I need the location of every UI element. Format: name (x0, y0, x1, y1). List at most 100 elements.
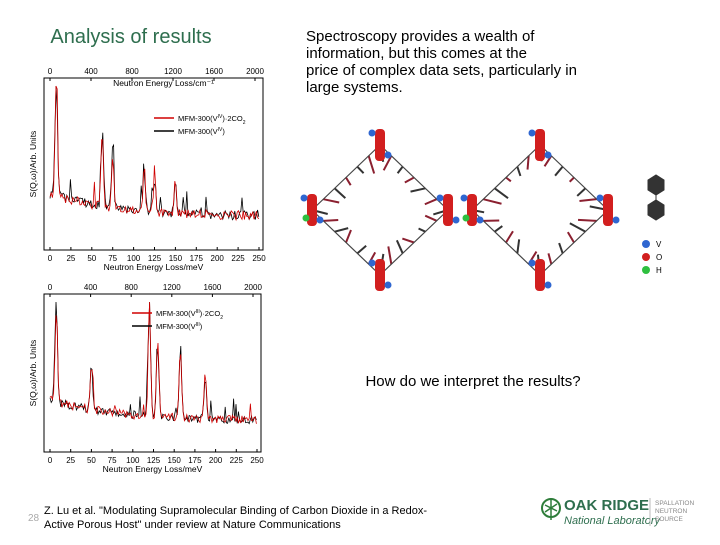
bond (357, 167, 363, 174)
atom-chain (307, 194, 317, 226)
atom (545, 282, 552, 289)
atom (461, 195, 468, 202)
spectrum-line (50, 86, 259, 220)
legend-text: MFM-300(V (156, 322, 196, 331)
top-tick-label: 1200 (164, 67, 182, 76)
y-axis-label: S(Q,ω)/Arb. Units (28, 131, 38, 198)
top-tick-label: 1600 (204, 283, 222, 292)
bond (483, 199, 501, 204)
top-tick-label: 1600 (205, 67, 223, 76)
bond (495, 188, 508, 198)
body-text: large systems. (306, 79, 403, 96)
bond (570, 223, 585, 231)
atom (369, 130, 376, 137)
top-tick-label: 1200 (163, 283, 181, 292)
x-axis-label: Neutron Energy Loss/meV (103, 464, 203, 474)
bond (555, 167, 563, 176)
bond (517, 167, 520, 176)
bond (323, 220, 338, 221)
x-tick-label: 250 (252, 254, 266, 263)
logo-main: OAK RIDGE (564, 497, 649, 514)
bond (568, 232, 574, 242)
bond (506, 231, 513, 242)
atom (317, 217, 324, 224)
body-text: Spectroscopy provides a wealth of (306, 28, 535, 45)
x-axis-label: Neutron Energy Loss/meV (104, 262, 204, 272)
atom (613, 217, 620, 224)
x-tick-label: 50 (87, 254, 96, 263)
atom-chain (375, 259, 385, 291)
top-tick-label: 400 (84, 67, 98, 76)
atom-chain (603, 194, 613, 226)
legend-text: 2 (220, 315, 223, 321)
atom-key-label: H (656, 266, 662, 275)
linker (648, 175, 664, 220)
legend-text: ) (222, 127, 225, 136)
atom-chain (467, 194, 477, 226)
top-tick-label: 800 (125, 283, 139, 292)
atom-key-label: V (656, 240, 662, 249)
bond (335, 228, 349, 232)
legend-entry: MFM-300(VIV) (178, 127, 225, 136)
bond (517, 239, 519, 253)
citation: Active Porous Host" under review at Natu… (44, 519, 341, 531)
bond (323, 199, 339, 202)
bond (495, 226, 503, 232)
logo-side: SOURCE (655, 516, 683, 523)
top-tick-label: 800 (125, 67, 139, 76)
top-tick-label: 0 (48, 283, 53, 292)
body-text: information, but this comes at the (306, 45, 527, 62)
top-tick-label: 2000 (244, 283, 262, 292)
x-tick-label: 200 (211, 254, 225, 263)
atom-chain (535, 129, 545, 161)
bond (357, 246, 366, 254)
bond (380, 210, 448, 275)
bond (528, 156, 529, 170)
legend-entry: MFM-300(VIII) (156, 322, 203, 331)
bond (570, 178, 574, 182)
x-tick-label: 200 (209, 456, 223, 465)
atom (545, 152, 552, 159)
bond (425, 199, 437, 204)
question: How do we interpret the results? (365, 373, 580, 390)
bond (346, 178, 351, 186)
x-tick-label: 25 (66, 254, 75, 263)
spectrum-line (50, 302, 256, 424)
top-tick-label: 400 (84, 283, 98, 292)
x-tick-label: 225 (230, 456, 244, 465)
plot-frame (44, 294, 261, 452)
bond (579, 199, 596, 201)
x-tick-label: 225 (231, 254, 245, 263)
bond (559, 243, 563, 253)
plot-frame (44, 78, 263, 250)
bond (398, 167, 403, 174)
bond (411, 188, 426, 191)
atom (437, 195, 444, 202)
bond (578, 220, 597, 221)
bond (419, 228, 426, 231)
atom (385, 282, 392, 289)
bond (548, 253, 551, 264)
atom-key (642, 253, 650, 261)
logo-sub: National Laboratory (564, 515, 662, 527)
bond (540, 210, 608, 275)
bond (506, 178, 511, 182)
slide-number: 28 (28, 513, 40, 524)
top-axis-label: Neutron Energy Loss/cm⁻¹ (113, 78, 214, 88)
spectrum-line (50, 302, 256, 424)
citation: Z. Lu et al. "Modulating Supramolecular … (44, 505, 427, 517)
atom-chain (443, 194, 453, 226)
bond (472, 145, 540, 210)
atom (529, 260, 536, 267)
atom (529, 130, 536, 137)
bond (397, 240, 403, 253)
atom-chain (535, 259, 545, 291)
logo: OAK RIDGE National Laboratory (542, 497, 662, 527)
legend-text: )·2CO (200, 309, 221, 318)
x-tick-label: 0 (48, 254, 53, 263)
legend-text: )·2CO (222, 114, 243, 123)
atom (301, 195, 308, 202)
y-axis-label: S(Q,ω)/Arb. Units (28, 340, 38, 407)
x-tick-label: 50 (87, 456, 96, 465)
